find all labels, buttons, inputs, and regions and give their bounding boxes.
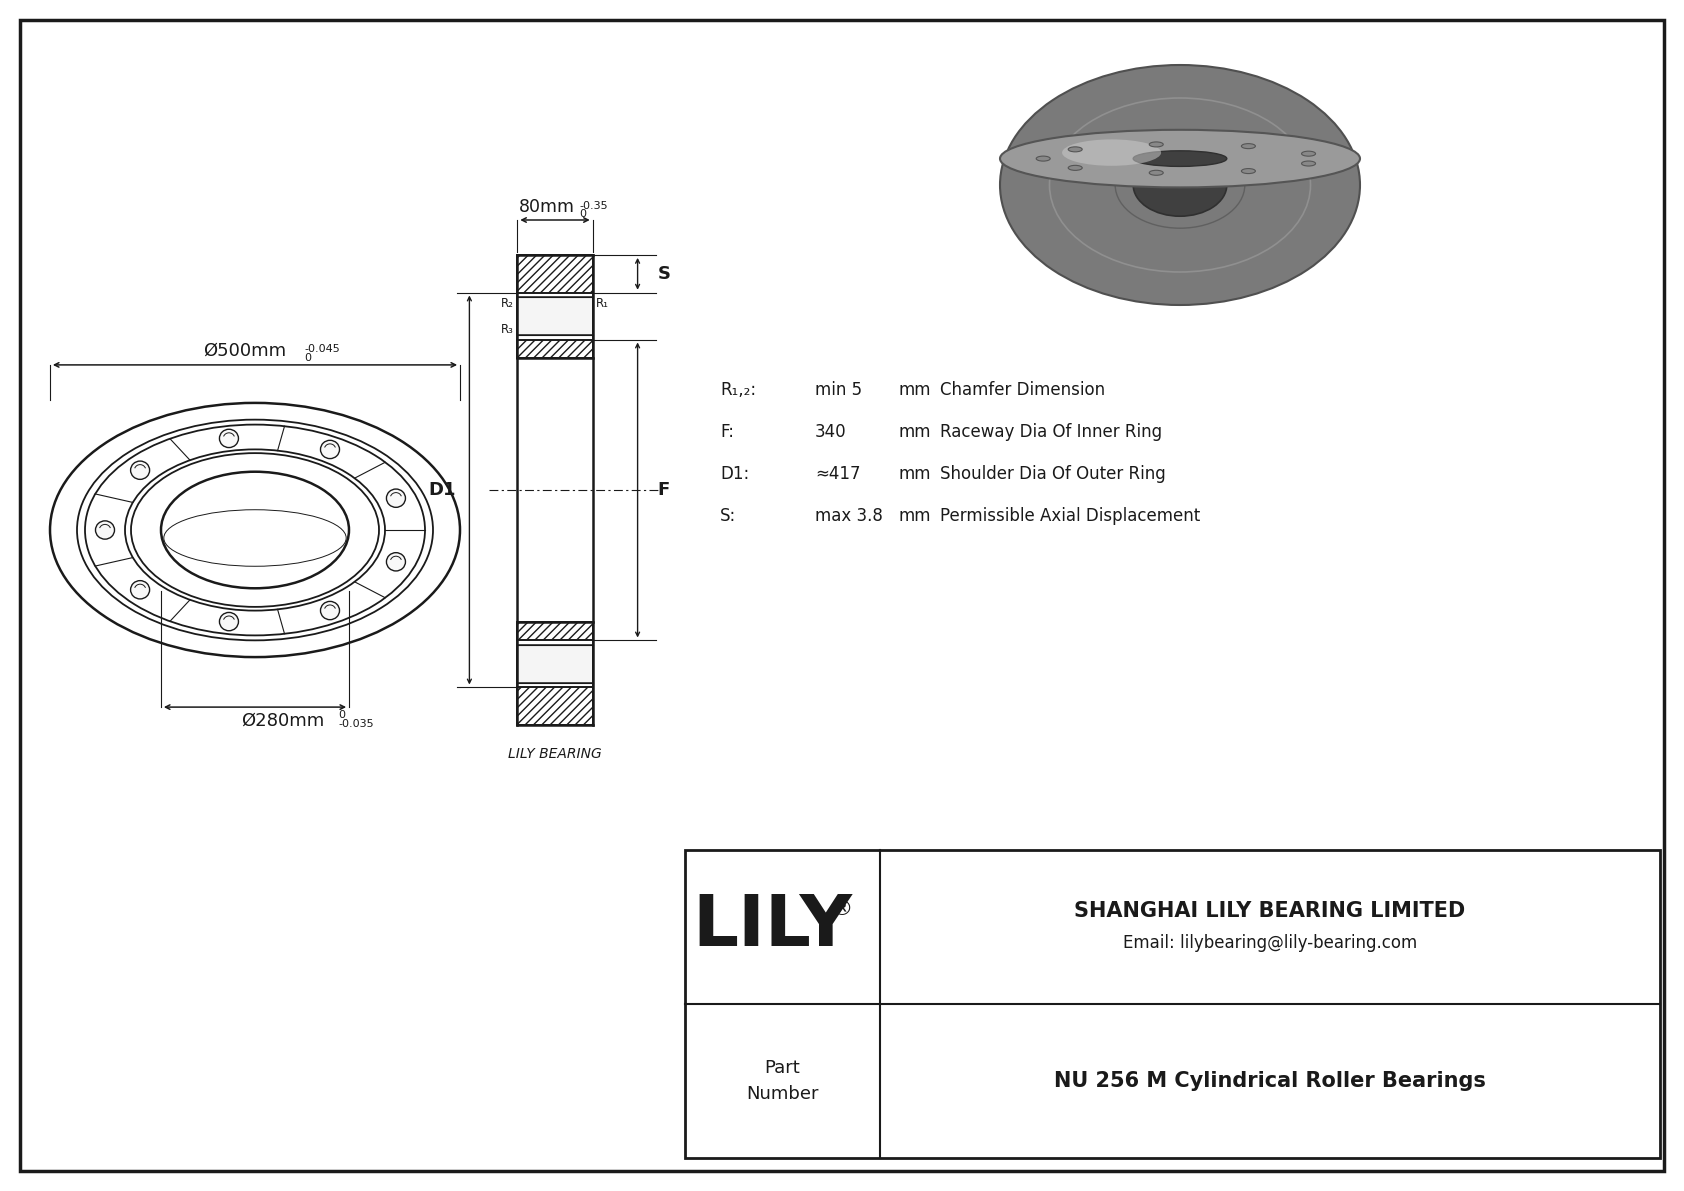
Text: mm: mm [898, 423, 931, 441]
Text: Raceway Dia Of Inner Ring: Raceway Dia Of Inner Ring [940, 423, 1162, 441]
Text: Chamfer Dimension: Chamfer Dimension [940, 381, 1105, 399]
Text: LILY: LILY [692, 892, 852, 961]
Text: 0: 0 [579, 208, 586, 219]
Text: NU 256 M Cylindrical Roller Bearings: NU 256 M Cylindrical Roller Bearings [1054, 1071, 1485, 1091]
Ellipse shape [1000, 130, 1361, 187]
Text: 0: 0 [338, 710, 345, 721]
Ellipse shape [1068, 166, 1083, 170]
Text: min 5: min 5 [815, 381, 862, 399]
Bar [517, 687, 593, 725]
Bar [517, 622, 593, 641]
Ellipse shape [1241, 144, 1255, 149]
Ellipse shape [386, 553, 406, 570]
Ellipse shape [1302, 161, 1315, 166]
Text: ≈417: ≈417 [815, 464, 861, 484]
Ellipse shape [1036, 156, 1051, 161]
Text: D1: D1 [428, 481, 455, 499]
Text: R₄: R₄ [520, 692, 534, 704]
Ellipse shape [320, 441, 340, 459]
Bar [517, 255, 593, 293]
Text: mm: mm [898, 507, 931, 525]
Text: 80mm: 80mm [519, 198, 574, 216]
Ellipse shape [96, 520, 115, 540]
Ellipse shape [1148, 170, 1164, 175]
Ellipse shape [1148, 142, 1164, 146]
Text: LILY BEARING: LILY BEARING [509, 747, 601, 761]
Text: R₃: R₃ [500, 323, 514, 336]
Text: -0.045: -0.045 [305, 344, 340, 354]
Ellipse shape [1133, 151, 1228, 167]
Bar [517, 646, 593, 682]
Text: D1:: D1: [721, 464, 749, 484]
Text: S: S [657, 264, 670, 282]
Bar [517, 339, 593, 358]
Text: Permissible Axial Displacement: Permissible Axial Displacement [940, 507, 1201, 525]
Text: F: F [657, 481, 670, 499]
Text: Email: lilybearing@lily-bearing.com: Email: lilybearing@lily-bearing.com [1123, 934, 1418, 952]
Text: -0.035: -0.035 [338, 719, 374, 729]
Text: S:: S: [721, 507, 736, 525]
Ellipse shape [1133, 154, 1228, 217]
Ellipse shape [1068, 146, 1083, 151]
Ellipse shape [1000, 66, 1361, 305]
Text: -0.35: -0.35 [579, 201, 608, 211]
Ellipse shape [386, 490, 406, 507]
Text: Ø500mm: Ø500mm [204, 342, 286, 360]
Text: R₂: R₂ [500, 297, 514, 310]
Ellipse shape [131, 461, 150, 479]
Bar [517, 687, 593, 725]
Ellipse shape [320, 601, 340, 619]
Bar [517, 255, 593, 293]
Bar [685, 850, 1660, 1158]
Ellipse shape [1241, 169, 1255, 174]
Text: R₁: R₁ [596, 297, 608, 310]
Text: mm: mm [898, 464, 931, 484]
Text: mm: mm [898, 381, 931, 399]
Ellipse shape [219, 429, 239, 448]
Ellipse shape [131, 581, 150, 599]
Ellipse shape [1063, 139, 1160, 166]
Text: F:: F: [721, 423, 734, 441]
Bar [517, 339, 593, 358]
Text: SHANGHAI LILY BEARING LIMITED: SHANGHAI LILY BEARING LIMITED [1074, 902, 1465, 921]
Text: ®: ® [830, 899, 852, 919]
Ellipse shape [1302, 151, 1315, 156]
Text: Ø280mm: Ø280mm [241, 712, 325, 730]
Text: R₁,₂:: R₁,₂: [721, 381, 756, 399]
Text: max 3.8: max 3.8 [815, 507, 882, 525]
Text: Shoulder Dia Of Outer Ring: Shoulder Dia Of Outer Ring [940, 464, 1165, 484]
Text: Part
Number: Part Number [746, 1059, 818, 1103]
Text: 340: 340 [815, 423, 847, 441]
Bar [517, 622, 593, 641]
Ellipse shape [219, 612, 239, 631]
Bar [517, 298, 593, 335]
Text: 0: 0 [305, 353, 312, 363]
